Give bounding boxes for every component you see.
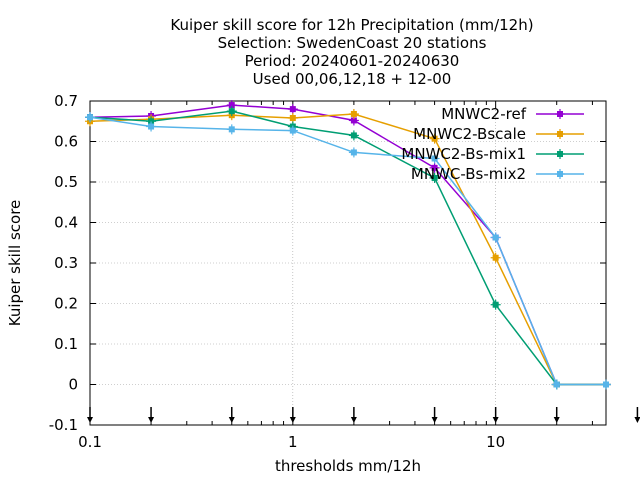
series-line-3	[89, 110, 606, 386]
grid	[90, 101, 606, 425]
y-tick-label: 0.5	[54, 173, 78, 191]
title-line-1: Kuiper skill score for 12h Precipitation…	[170, 16, 533, 34]
threshold-arrow-head	[553, 417, 560, 423]
chart-title: Kuiper skill score for 12h Precipitation…	[170, 16, 533, 88]
data-point	[85, 112, 95, 123]
data-point	[348, 108, 359, 119]
series-line-1	[89, 104, 606, 386]
legend-label-1: MNWC2-ref	[441, 105, 526, 123]
threshold-arrow-head	[350, 417, 357, 423]
data-point	[601, 379, 611, 390]
data-point	[429, 133, 440, 144]
threshold-arrow-head	[431, 417, 438, 423]
y-axis: -0.1 0 0.1 0.2 0.3 0.4 0.5 0.6 0.7	[49, 92, 606, 434]
threshold-arrow-head	[634, 417, 640, 423]
series-group	[85, 100, 611, 390]
title-line-3: Period: 20240601-20240630	[245, 52, 460, 70]
legend-label-2: MNWC2-Bscale	[413, 125, 526, 143]
legend-label-3: MNWC2-Bs-mix1	[401, 145, 526, 163]
y-tick-label: 0.4	[54, 214, 78, 232]
data-point	[490, 232, 501, 243]
data-point	[226, 106, 237, 117]
data-point	[490, 299, 501, 310]
data-point	[348, 130, 359, 141]
data-point	[490, 252, 501, 263]
data-point	[429, 162, 440, 173]
data-point	[429, 172, 440, 183]
data-point	[287, 125, 298, 136]
y-tick-label: 0	[68, 376, 78, 394]
y-axis-label: Kuiper skill score	[6, 200, 24, 327]
series-line-4	[89, 116, 606, 386]
x-axis-label: thresholds mm/12h	[275, 457, 421, 475]
y-tick-label: 0.1	[54, 335, 78, 353]
data-point	[551, 379, 562, 390]
y-tick-label: -0.1	[49, 416, 78, 434]
x-axis: 0.1 1 10	[78, 101, 593, 451]
x-tick-label: 10	[486, 433, 505, 451]
x-tick-label: 0.1	[78, 433, 102, 451]
y-tick-label: 0.6	[54, 133, 78, 151]
title-line-4: Used 00,06,12,18 + 12-00	[253, 70, 452, 88]
y-tick-label: 0.3	[54, 254, 78, 272]
data-point	[287, 113, 298, 124]
threshold-arrow-head	[228, 417, 235, 423]
threshold-arrow-head	[148, 417, 155, 423]
legend-label-4: MNWC-Bs-mix2	[411, 165, 526, 183]
data-point	[146, 121, 157, 132]
data-point	[429, 153, 440, 164]
data-point	[348, 147, 359, 158]
data-point	[287, 104, 298, 115]
data-point	[226, 124, 237, 135]
title-line-2: Selection: SwedenCoast 20 stations	[218, 34, 487, 52]
x-tick-label: 1	[288, 433, 298, 451]
threshold-arrows	[87, 407, 640, 423]
y-tick-label: 0.2	[54, 295, 78, 313]
y-tick-label: 0.7	[54, 92, 78, 110]
legend: MNWC2-ref MNWC2-Bscale MNWC2-Bs-mix1 MNWC-B…	[401, 105, 584, 183]
